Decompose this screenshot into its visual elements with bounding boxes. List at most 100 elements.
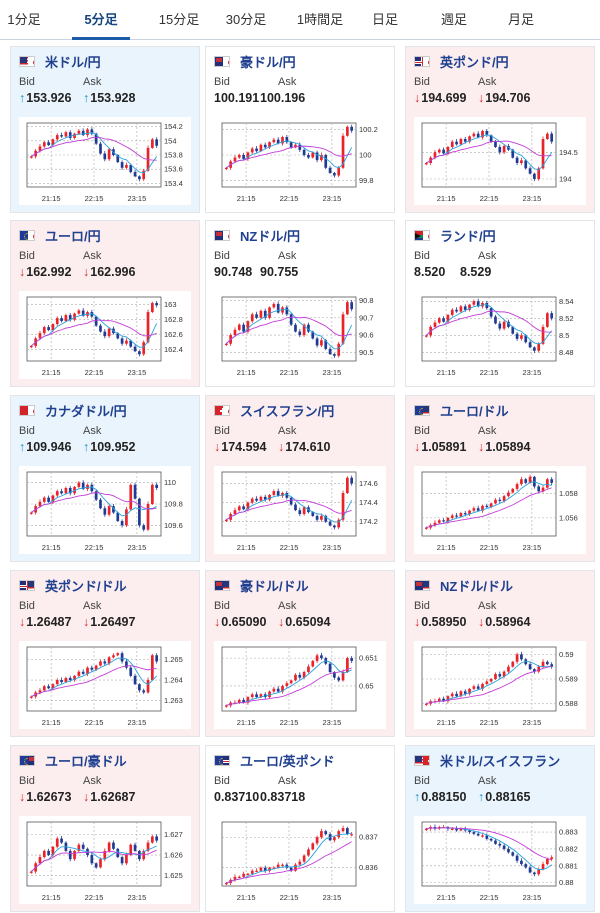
rate-card[interactable]: 米ドル/スイスフラン Bid Ask ↑0.88150 ↑0.88165 21:15 22:… bbox=[405, 745, 595, 912]
rate-card[interactable]: カナダドル/円 Bid Ask ↑109.946 ↑109.952 21:15 22:15 2… bbox=[10, 395, 200, 562]
mini-candlestick-chart[interactable]: 21:15 22:15 23:15 110 109.8 109.6 bbox=[19, 466, 191, 554]
pair-name[interactable]: 英ポンド/ドル bbox=[45, 578, 127, 594]
candle-body bbox=[272, 867, 276, 869]
rate-card[interactable]: 英ポンド/ドル Bid Ask ↓1.26487 ↓1.26497 21:15 22:15 2… bbox=[10, 570, 200, 737]
bid-label: Bid bbox=[414, 600, 430, 612]
candle-body bbox=[246, 502, 250, 510]
candle-body bbox=[237, 155, 241, 158]
candle-body bbox=[47, 686, 50, 689]
mini-candlestick-chart[interactable]: 21:15 22:15 23:15 0.59 0.589 0.588 bbox=[414, 641, 586, 729]
candle-body bbox=[294, 504, 297, 511]
pair-name[interactable]: ユーロ/円 bbox=[45, 228, 101, 244]
tab-6[interactable]: 週足 bbox=[440, 12, 467, 27]
candle-body bbox=[285, 493, 289, 498]
candle-body bbox=[311, 331, 315, 339]
y-tick-label: 1.625 bbox=[164, 871, 183, 880]
pair-name[interactable]: NZドル/円 bbox=[240, 228, 300, 244]
pair-name[interactable]: ユーロ/豪ドル bbox=[45, 753, 127, 769]
rate-card[interactable]: スイスフラン/円 Bid Ask ↓174.594 ↓174.610 21:15 22:15… bbox=[205, 395, 395, 562]
tab-7[interactable]: 月足 bbox=[507, 12, 534, 27]
mini-candlestick-chart[interactable]: 21:15 22:15 23:15 0.883 0.882 0.881 0.88 bbox=[414, 816, 586, 904]
rate-card[interactable]: ユーロ/円 Bid Ask ↓162.992 ↓162.996 21:15 22:15 23:… bbox=[10, 220, 200, 387]
mini-candlestick-chart[interactable]: 21:15 22:15 23:15 174.6 174.4 174.2 bbox=[214, 466, 386, 554]
mini-candlestick-chart[interactable]: 21:15 22:15 23:15 163 162.8 162.6 162.4 bbox=[19, 291, 191, 379]
candle-body bbox=[498, 499, 502, 501]
candle-body bbox=[463, 306, 467, 310]
candle-body bbox=[29, 871, 33, 873]
candle-body bbox=[472, 508, 476, 511]
candle-body bbox=[498, 323, 502, 329]
candle-body bbox=[272, 303, 276, 308]
rate-card[interactable]: 豪ドル/ドル Bid Ask ↓0.65090 ↓0.65094 21:15 22:15 23… bbox=[205, 570, 395, 737]
tab-2[interactable]: 15分足 bbox=[158, 12, 200, 27]
tab-3[interactable]: 30分足 bbox=[225, 12, 267, 27]
candle-body bbox=[142, 525, 146, 530]
candle-body bbox=[99, 661, 102, 666]
y-tick-label: 0.882 bbox=[559, 844, 578, 853]
card-title: NZドル/ドル bbox=[414, 577, 513, 594]
y-tick-label: 100 bbox=[359, 151, 372, 160]
candle-body bbox=[455, 693, 458, 697]
mini-candlestick-chart[interactable]: 21:15 22:15 23:15 1.265 1.264 1.263 bbox=[19, 641, 191, 729]
mini-candlestick-chart[interactable]: 21:15 22:15 23:15 0.651 0.65 bbox=[214, 641, 386, 729]
mini-candlestick-chart[interactable]: 21:15 22:15 23:15 100.2 100 99.8 bbox=[214, 117, 386, 205]
pair-name[interactable]: ユーロ/英ポンド bbox=[240, 753, 335, 769]
candle-body bbox=[533, 872, 536, 875]
rate-card[interactable]: NZドル/円 Bid Ask 90.748 90.755 21:15 22:15 23:15 9… bbox=[205, 220, 395, 387]
rate-card[interactable]: ユーロ/ドル Bid Ask ↓1.05891 ↓1.05894 21:15 22:15 23… bbox=[405, 395, 595, 562]
candle-body bbox=[485, 302, 489, 309]
pair-name[interactable]: 豪ドル/円 bbox=[240, 54, 296, 70]
arrow-down-icon: ↓ bbox=[83, 615, 90, 629]
pair-name[interactable]: ユーロ/ドル bbox=[440, 403, 509, 419]
candle-body bbox=[341, 828, 345, 832]
candle-body bbox=[55, 318, 59, 325]
candle-body bbox=[528, 342, 532, 348]
pair-name[interactable]: 豪ドル/ドル bbox=[240, 578, 309, 594]
pair-name[interactable]: 米ドル/スイスフラン bbox=[440, 753, 561, 769]
mini-candlestick-chart[interactable]: 21:15 22:15 23:15 154.2 154 153.8 153.6 153.4 bbox=[19, 117, 191, 205]
rate-card[interactable]: 豪ドル/円 Bid Ask 100.191 100.196 21:15 22:15 23:15… bbox=[205, 46, 395, 213]
candle-body bbox=[259, 496, 263, 501]
pair-name[interactable]: 米ドル/円 bbox=[45, 54, 101, 70]
mini-candlestick-chart[interactable]: 21:15 22:15 23:15 8.54 8.52 8.5 8.48 bbox=[414, 291, 586, 379]
candle-body bbox=[442, 520, 445, 522]
mini-candlestick-chart[interactable]: 21:15 22:15 23:15 1.058 1.056 bbox=[414, 466, 586, 554]
pair-name[interactable]: ランド/円 bbox=[440, 228, 496, 244]
mini-candlestick-chart[interactable]: 21:15 22:15 23:15 0.837 0.836 bbox=[214, 816, 386, 904]
pair-name[interactable]: カナダドル/円 bbox=[45, 403, 127, 419]
tab-4[interactable]: 1時間足 bbox=[296, 12, 344, 27]
arrow-up-icon: ↑ bbox=[478, 790, 485, 804]
mini-candlestick-chart[interactable]: 21:15 22:15 23:15 1.627 1.626 1.625 bbox=[19, 816, 191, 904]
candle-body bbox=[302, 324, 306, 336]
candle-body bbox=[103, 661, 107, 664]
candle-body bbox=[502, 671, 506, 677]
candle-body bbox=[73, 675, 76, 681]
candle-body bbox=[242, 324, 245, 332]
candle-body bbox=[446, 517, 450, 522]
bid-number: 162.992 bbox=[26, 265, 72, 279]
candle-body bbox=[90, 312, 94, 317]
rate-card[interactable]: ランド/円 Bid Ask 8.520 8.529 21:15 22:15 23:15 8.54… bbox=[405, 220, 595, 387]
bid-label: Bid bbox=[214, 76, 230, 88]
tab-5[interactable]: 日足 bbox=[371, 12, 398, 27]
candle-body bbox=[116, 653, 120, 656]
candle-body bbox=[272, 688, 276, 692]
candle-body bbox=[337, 519, 341, 528]
rate-card[interactable]: 米ドル/円 Bid Ask ↑153.926 ↑153.928 21:15 22:15 23:… bbox=[10, 46, 200, 213]
candle-body bbox=[346, 828, 349, 835]
tab-1[interactable]: 5分足 bbox=[72, 0, 130, 40]
candle-body bbox=[333, 525, 336, 528]
candle-body bbox=[81, 482, 85, 490]
rate-card[interactable]: 英ポンド/円 Bid Ask ↓194.699 ↓194.706 21:15 22:15 23… bbox=[405, 46, 595, 213]
rate-card[interactable]: NZドル/ドル Bid Ask ↓0.58950 ↓0.58964 21:15 22:15 2… bbox=[405, 570, 595, 737]
rate-card[interactable]: ユーロ/英ポンド Bid Ask 0.83710 0.83718 21:15 22:15 23… bbox=[205, 745, 395, 912]
candle-body bbox=[442, 698, 445, 702]
pair-name[interactable]: 英ポンド/円 bbox=[440, 54, 509, 70]
rate-card[interactable]: ユーロ/豪ドル Bid Ask ↓1.62673 ↓1.62687 21:15 22:15 2… bbox=[10, 745, 200, 912]
mini-candlestick-chart[interactable]: 21:15 22:15 23:15 90.8 90.7 90.6 90.5 bbox=[214, 291, 386, 379]
pair-name[interactable]: スイスフラン/円 bbox=[240, 403, 335, 419]
chart-svg: 21:15 22:15 23:15 1.265 1.264 1.263 bbox=[26, 646, 183, 727]
pair-name[interactable]: NZドル/ドル bbox=[440, 578, 513, 594]
mini-candlestick-chart[interactable]: 21:15 22:15 23:15 194.5 194 bbox=[414, 117, 586, 205]
tab-0[interactable]: 1分足 bbox=[7, 12, 41, 27]
